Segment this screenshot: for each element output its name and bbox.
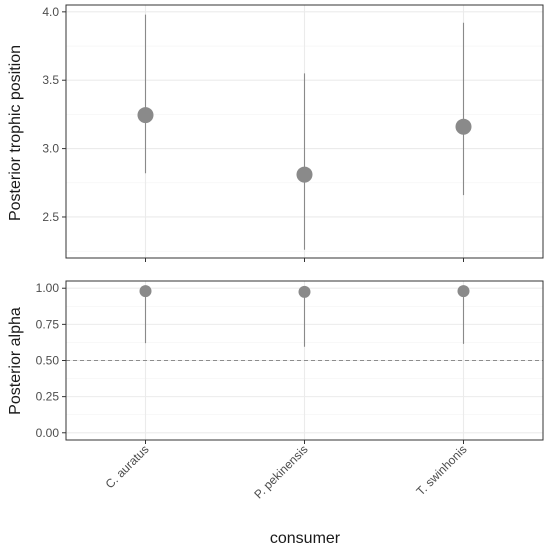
y-tick-label: 3.5 [42, 73, 59, 87]
y-tick-label: 0.25 [36, 390, 60, 404]
panel-top: 2.5 3.0 3.5 4.0 [42, 4, 544, 262]
panel-border-top [65, 4, 544, 259]
x-tick-label: P. pekinensis [251, 442, 310, 501]
panel-border-bottom [65, 280, 544, 441]
y-tick-label: 4.0 [42, 5, 59, 19]
x-tick-label: C. auratus [103, 442, 152, 491]
x-axis: C. auratus P. pekinensis T. swinhonis [103, 442, 470, 501]
y-tick-label: 0.75 [36, 317, 60, 331]
y-tick-label: 1.00 [36, 281, 60, 295]
data-point-bottom [139, 285, 152, 298]
y-tick-label: 3.0 [42, 142, 59, 156]
panel-bottom: 0.00 0.25 0.50 0.75 1.00 [36, 280, 544, 444]
data-point-top [137, 107, 154, 124]
x-axis-title: consumer [270, 530, 341, 547]
data-point-top [296, 166, 313, 183]
data-point-top [455, 118, 472, 135]
y-tick-label: 0.00 [36, 426, 60, 440]
data-point-bottom [457, 285, 470, 298]
x-tick-label: T. swinhonis [413, 442, 469, 498]
y-axis-title-bottom: Posterior alpha [7, 307, 24, 415]
y-tick-label: 2.5 [42, 210, 59, 224]
y-axis-title-top: Posterior trophic position [7, 45, 24, 221]
data-point-bottom [298, 285, 311, 298]
y-tick-label: 0.50 [36, 354, 60, 368]
